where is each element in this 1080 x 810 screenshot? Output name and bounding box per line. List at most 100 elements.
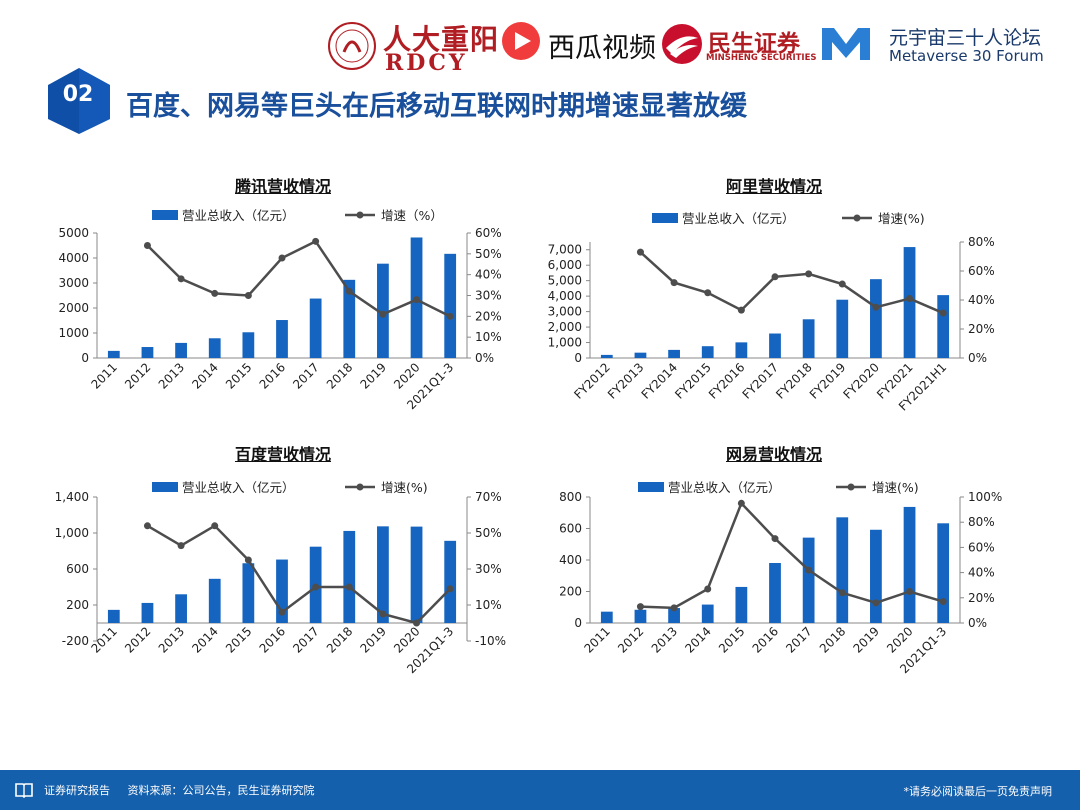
legend-line-marker [356,483,364,491]
growth-point [838,589,846,597]
y-tick-label-left: 1,000 [548,336,582,350]
legend-line-marker [847,483,855,491]
rdcy-seal-icon [328,22,376,70]
y-tick-label-left: 3000 [58,276,89,290]
rdcy-logo-en: RDCY [385,50,468,76]
x-tick-label: 2013 [649,624,680,655]
x-tick-label: 2017 [783,624,814,655]
bar [903,247,916,358]
growth-point [446,585,454,593]
bar [242,563,255,623]
bar [208,578,221,623]
y-tick-label-left: 400 [559,553,582,567]
y-tick-label-left: 5,000 [548,274,582,288]
legend-bar-label: 营业总收入（亿元） [682,211,795,226]
bar [870,529,882,623]
y-tick-label-right: 60% [475,226,502,240]
y-tick-label-left: 600 [66,562,89,576]
bar [937,295,950,358]
x-tick-label: 2020 [884,624,915,655]
y-tick-label-left: 3,000 [548,305,582,319]
y-tick-label-right: 20% [475,309,502,323]
bar [836,299,849,358]
bar [701,346,714,358]
y-tick-label-right: 60% [968,540,995,554]
growth-point [211,289,219,297]
x-tick-label: 2016 [750,624,781,655]
growth-point [737,499,745,507]
footer-left: 证券研究报告 资料来源：公司公告，民生证券研究院 [44,782,329,798]
y-tick-label-left: 1,400 [55,490,89,504]
growth-point [278,254,286,262]
bar [903,506,916,623]
x-tick-label: 2015 [716,624,747,655]
bar [802,319,815,358]
y-tick-label-left: 1,000 [55,526,89,540]
growth-point [312,237,320,245]
chart-title-tencent: 腾讯营收情况 [234,177,332,196]
page-title: 百度、网易等巨头在后移动互联网时期增速显著放缓 [126,91,747,122]
y-tick-label-left: 4000 [58,251,89,265]
xigua-logo-text: 西瓜视频 [548,33,656,64]
chart-title-alibaba: 阿里营收情况 [725,177,823,196]
bar [600,611,613,623]
y-tick-label-right: 30% [475,289,502,303]
legend-bar-label: 营业总收入（亿元） [668,480,781,495]
bar [276,559,288,623]
section-number: 02 [62,82,94,107]
y-tick-label-right: 70% [475,490,502,504]
y-tick-label-left: 2,000 [548,320,582,334]
y-tick-label-right: 30% [475,562,502,576]
growth-point [211,522,219,530]
growth-point [704,289,712,297]
growth-point [737,306,745,314]
y-tick-label-left: 1000 [58,326,89,340]
growth-point [872,303,880,311]
bar [735,586,748,623]
growth-point [446,312,454,320]
metaverse-logo-en: Metaverse 30 Forum [889,47,1044,65]
bar [836,517,849,623]
bar [141,602,154,623]
y-tick-label-left: 800 [559,490,582,504]
growth-line [640,501,944,610]
growth-point [413,619,421,627]
y-tick-label-left: 7,000 [548,243,582,257]
growth-point [244,292,252,299]
xigua-play-icon [502,22,540,60]
y-tick-label-left: 200 [559,585,582,599]
bar [242,332,255,358]
legend-bar-swatch [638,482,664,492]
growth-point [771,535,779,543]
section-hexagon-icon [48,68,110,134]
bar [107,609,120,623]
growth-point [143,242,151,249]
legend-line-label: 增速(%) [878,211,925,226]
bar [634,352,647,358]
x-tick-label: 2019 [851,624,882,655]
growth-point [312,583,320,591]
bar [802,537,815,623]
bar [870,279,882,358]
bar [309,298,322,358]
growth-point [413,296,421,304]
legend-line-marker [356,211,364,219]
growth-point [379,610,387,618]
legend-line-label: 增速(%) [872,480,919,495]
footer-brand: 证券研究报告 [44,784,110,797]
growth-line [639,251,944,315]
rdcy-logo-cn: 人大重阳 [383,23,500,56]
bar [410,526,423,623]
y-tick-label-left: 0 [81,351,89,365]
x-tick-label: 2014 [682,624,713,655]
growth-point [636,248,644,256]
bar [600,354,613,358]
bar [377,526,389,623]
y-tick-label-left: 0 [574,616,582,630]
growth-point [670,604,678,612]
growth-point [345,287,353,295]
logo-bar: 人大重阳 RDCY 西瓜视频 民生证券 MINSHENG SECURITIES … [0,0,1080,80]
bar [444,253,457,358]
y-tick-label-right: 20% [968,591,995,605]
